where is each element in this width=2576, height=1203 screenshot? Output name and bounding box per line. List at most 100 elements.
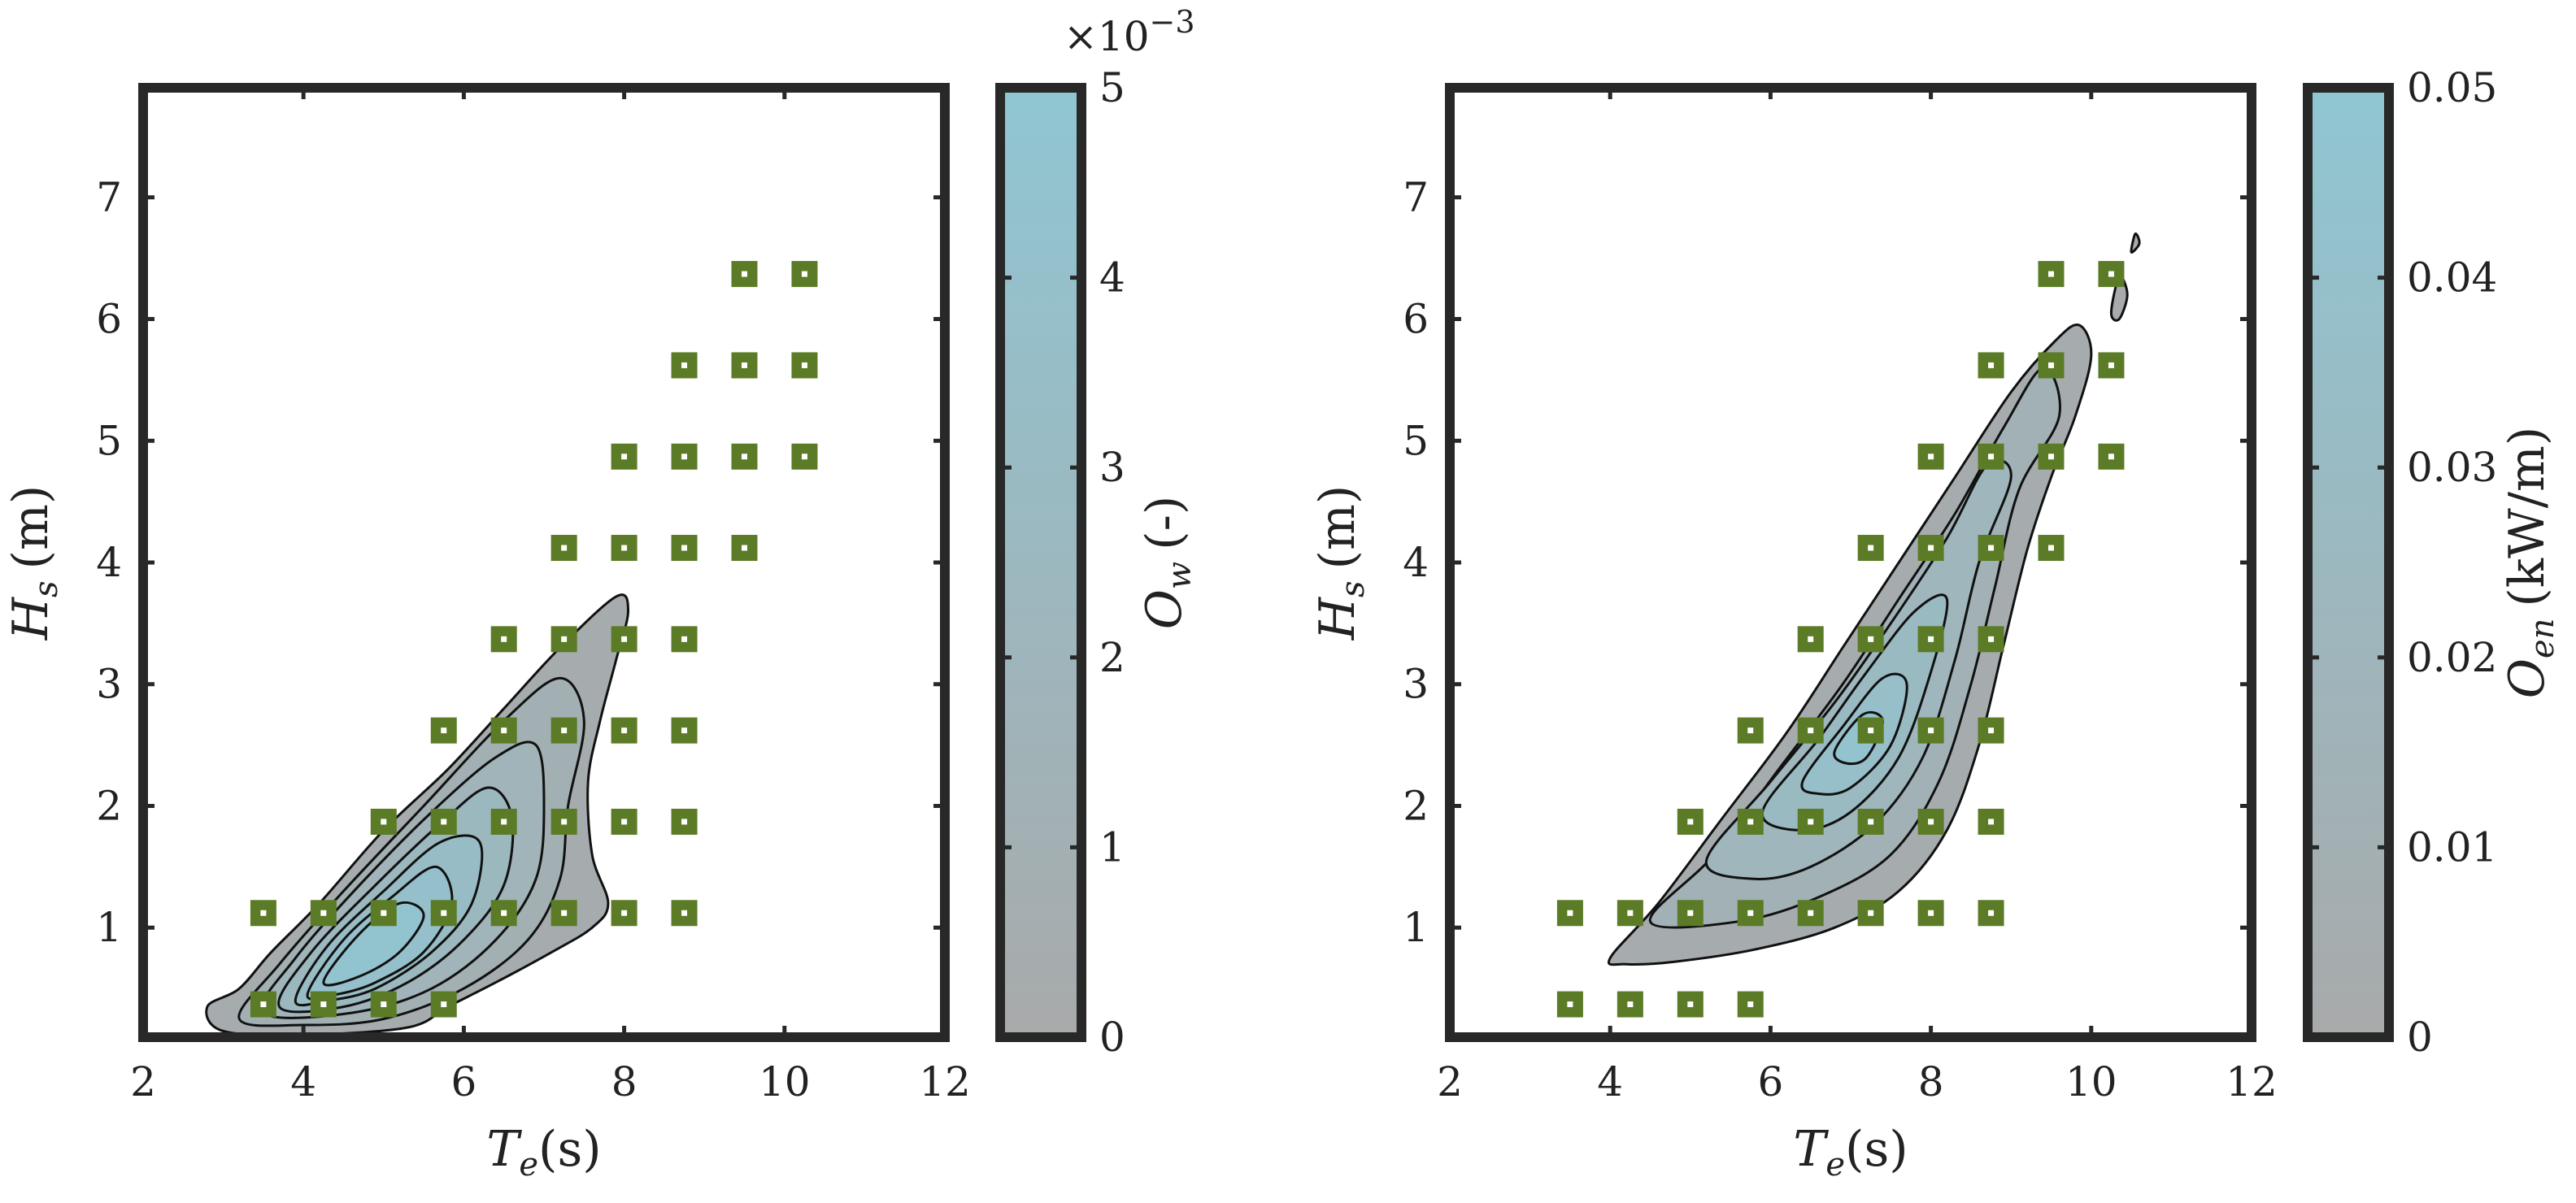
left-data-point-center — [621, 727, 628, 734]
right-data-point — [1917, 808, 1944, 835]
left-data-point-center — [681, 545, 688, 551]
left-data-point-center — [561, 545, 568, 551]
left-data-point — [731, 535, 758, 562]
left-data-point-center — [501, 910, 507, 916]
right-data-point-center — [1567, 910, 1573, 916]
left-data-point-center — [681, 819, 688, 825]
left-data-point-center — [801, 454, 807, 460]
right-x-tick-label: 12 — [2226, 1058, 2278, 1105]
left-data-point — [310, 991, 337, 1018]
right-data-point — [1677, 808, 1704, 835]
left-data-point-center — [681, 454, 688, 460]
right-colorbar-label-main: O — [2499, 658, 2556, 698]
left-colorbar-multiplier-exp: −3 — [1150, 4, 1195, 40]
left-data-points — [250, 261, 818, 1018]
right-data-point-center — [1928, 819, 1934, 825]
right-data-point-center — [1988, 910, 1995, 916]
right-x-tick-label: 6 — [1757, 1058, 1783, 1105]
left-data-point — [671, 535, 698, 562]
left-data-point-center — [621, 819, 628, 825]
left-x-tick-label: 10 — [759, 1058, 811, 1105]
left-data-point — [611, 900, 637, 927]
left-data-point — [671, 808, 698, 835]
right-data-point — [1797, 900, 1824, 927]
left-data-point-center — [621, 910, 628, 916]
right-colorbar-label-sub: en — [2524, 619, 2561, 658]
right-data-point-center — [1808, 636, 1814, 642]
right-colorbar-frame — [2303, 83, 2394, 1042]
left-data-point-center — [501, 819, 507, 825]
right-y-tick-label: 4 — [1403, 539, 1429, 586]
left-colorbar-multiplier: ×10−3 — [1064, 4, 1195, 60]
right-data-point-center — [1808, 727, 1814, 734]
right-data-point-center — [2048, 454, 2054, 460]
left-data-point — [550, 900, 577, 927]
left-data-point — [310, 900, 337, 927]
right-data-point-center — [1988, 454, 1995, 460]
left-data-point — [550, 808, 577, 835]
right-data-points — [1556, 261, 2125, 1018]
left-y-axis-label: Hs (m) — [2, 485, 65, 641]
left-data-point-center — [320, 910, 327, 916]
left-data-point — [791, 443, 818, 470]
right-data-point-center — [1687, 910, 1694, 916]
left-data-point — [490, 808, 517, 835]
right-data-point-center — [2108, 362, 2114, 368]
left-data-point-center — [621, 454, 628, 460]
right-y-axis-label-main: H — [1309, 596, 1366, 641]
right-data-point-center — [1747, 819, 1754, 825]
left-data-point — [611, 626, 637, 653]
left-data-point — [611, 443, 637, 470]
left-data-point-center — [801, 362, 807, 368]
left-y-tick-label: 1 — [96, 904, 122, 951]
left-data-point-center — [381, 819, 387, 825]
right-data-point — [1978, 900, 2004, 927]
left-x-tick-label: 6 — [450, 1058, 476, 1105]
right-data-point — [1737, 717, 1764, 744]
right-y-tick-label: 3 — [1403, 661, 1429, 708]
right-data-point-center — [1687, 1001, 1694, 1008]
left-x-axis-label-main: T — [486, 1121, 522, 1178]
left-y-tick-label: 3 — [96, 661, 122, 708]
right-data-point-center — [1808, 819, 1814, 825]
right-colorbar-tick-label: 0.03 — [2407, 444, 2497, 491]
left-data-point — [490, 717, 517, 744]
right-x-axis-label-rest: (s) — [1845, 1121, 1908, 1178]
right-colorbar — [2308, 88, 2389, 1037]
left-colorbar-label-rest: (-) — [1136, 496, 1193, 550]
left-data-point — [611, 808, 637, 835]
right-data-point-center — [1928, 454, 1934, 460]
left-data-point-center — [441, 910, 447, 916]
left-data-point — [430, 991, 457, 1018]
right-y-tick-label: 5 — [1403, 417, 1429, 464]
right-x-axis-label-main: T — [1793, 1121, 1829, 1178]
right-y-tick-label: 6 — [1403, 296, 1429, 343]
right-data-point-center — [2048, 271, 2054, 277]
right-x-tick-label: 10 — [2065, 1058, 2117, 1105]
right-data-point — [1917, 443, 1944, 470]
right-colorbar-tick-label: 0.01 — [2407, 823, 2497, 871]
right-x-tick-label: 2 — [1437, 1058, 1463, 1105]
left-colorbar-tick-label: 2 — [1099, 634, 1125, 681]
left-data-point — [250, 991, 276, 1018]
right-contour-island-2 — [2130, 232, 2141, 254]
right-y-tick-label: 1 — [1403, 904, 1429, 951]
left-colorbar-tick-label: 3 — [1099, 444, 1125, 491]
right-data-point-center — [1627, 910, 1634, 916]
left-data-point — [550, 717, 577, 744]
right-colorbar-tick-label: 0.04 — [2407, 254, 2497, 302]
right-data-point-center — [1868, 545, 1874, 551]
right-data-point — [1737, 808, 1764, 835]
right-data-point-center — [2048, 362, 2054, 368]
left-x-axis-label: Te(s) — [486, 1121, 601, 1183]
right-x-axis-label: Te(s) — [1793, 1121, 1908, 1183]
left-data-point-center — [501, 727, 507, 734]
right-data-point — [1857, 808, 1884, 835]
left-y-tick-label: 7 — [96, 174, 122, 221]
right-data-point-center — [1928, 545, 1934, 551]
left-data-point — [611, 535, 637, 562]
